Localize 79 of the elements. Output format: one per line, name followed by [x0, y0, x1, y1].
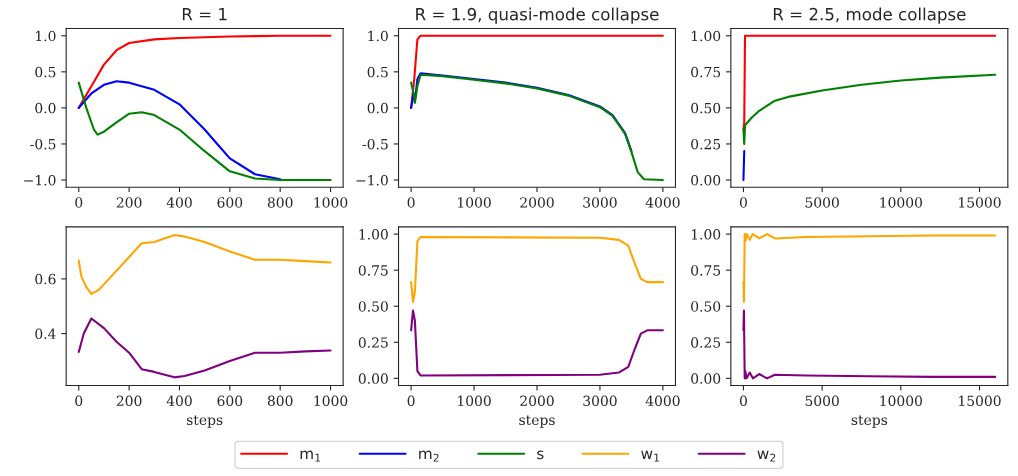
x-tick-label: 15000 — [959, 197, 1001, 208]
line-series — [410, 309, 664, 377]
y-tick-label: 0.6 — [35, 273, 56, 285]
x-tick-label: 0 — [407, 197, 415, 208]
y-tick-label: 0.00 — [691, 174, 721, 186]
x-tick-label: 1000 — [314, 197, 348, 208]
legend-label: m$_{1}$ — [300, 450, 321, 462]
y-tick-label: 0.4 — [35, 328, 56, 340]
x-tick-label: 10000 — [880, 197, 922, 208]
x-tick-label: 200 — [116, 197, 142, 208]
line-series — [77, 80, 282, 181]
x-axis-title: steps — [851, 415, 888, 428]
x-tick-label: 2000 — [520, 395, 554, 407]
line-series — [77, 317, 332, 379]
y-tick-label: 0.0 — [35, 102, 56, 114]
y-tick-label: 0.50 — [358, 301, 388, 312]
x-tick-label: 400 — [166, 197, 192, 208]
y-tick-label: 0.00 — [691, 373, 721, 384]
line-series — [742, 309, 997, 380]
line-series — [410, 235, 664, 303]
x-tick-label: 4000 — [645, 395, 680, 407]
line-series — [742, 73, 997, 145]
chart-title: R = 1 — [182, 8, 227, 21]
x-tick-label: 3000 — [583, 395, 617, 407]
x-axis-title: steps — [186, 415, 223, 428]
line-series — [410, 73, 664, 182]
x-tick-label: 5000 — [805, 395, 839, 407]
x-tick-label: 600 — [217, 395, 243, 407]
y-tick-label: 1.00 — [691, 229, 721, 240]
x-tick-label: 5000 — [805, 197, 839, 208]
x-tick-label: 2000 — [520, 197, 554, 208]
x-tick-label: 800 — [267, 197, 293, 208]
x-tick-label: 4000 — [645, 197, 680, 208]
x-tick-label: 1000 — [314, 395, 348, 407]
x-tick-label: 1000 — [458, 395, 491, 407]
y-tick-label: 0.25 — [358, 337, 388, 348]
x-tick-label: 200 — [116, 395, 142, 407]
x-tick-label: 15000 — [959, 395, 1001, 407]
legend-label: m$_{2}$ — [419, 450, 439, 462]
x-tick-label: 0 — [407, 395, 415, 407]
y-tick-label: -0.5 — [362, 138, 388, 150]
y-tick-label: 0.25 — [691, 138, 721, 150]
x-tick-label: 0 — [75, 197, 83, 208]
y-tick-label: 1.00 — [691, 30, 721, 42]
y-tick-label: -0.5 — [30, 138, 56, 150]
y-tick-label: 0.75 — [358, 265, 388, 276]
x-tick-label: 0 — [75, 395, 83, 407]
y-tick-label: 0.50 — [691, 301, 721, 312]
legend-label: s — [537, 450, 544, 460]
y-tick-label: −1.0 — [24, 174, 56, 186]
chart-title: R = 1.9, quasi-mode collapse — [416, 7, 659, 24]
y-tick-label: 0.00 — [358, 373, 388, 384]
x-tick-label: 0 — [739, 197, 747, 208]
x-axis-title: steps — [519, 415, 555, 428]
chart-title: R = 2.5, mode collapse — [773, 7, 966, 24]
x-tick-label: 600 — [217, 197, 243, 208]
y-tick-label: −1.0 — [356, 174, 388, 186]
line-series — [742, 233, 997, 303]
legend-label: w$_{2}$ — [757, 450, 776, 462]
y-tick-label: 1.0 — [36, 30, 56, 42]
y-tick-label: 0.5 — [367, 66, 388, 78]
y-tick-label: 0.75 — [691, 66, 721, 78]
line-series — [77, 34, 332, 109]
x-tick-label: 0 — [739, 395, 747, 407]
y-tick-label: 1.00 — [359, 229, 388, 240]
y-tick-label: 0.50 — [691, 102, 721, 114]
x-tick-label: 400 — [166, 395, 192, 407]
line-series — [77, 234, 332, 295]
x-tick-label: 1000 — [458, 197, 491, 208]
y-tick-label: 0.75 — [691, 265, 721, 276]
x-tick-label: 3000 — [583, 197, 617, 208]
y-tick-label: 0.0 — [367, 102, 388, 114]
x-tick-label: 10000 — [880, 395, 922, 407]
line-series — [77, 81, 332, 182]
y-tick-label: 1.0 — [368, 30, 388, 42]
x-tick-label: 800 — [267, 395, 293, 407]
y-tick-label: 0.25 — [691, 337, 721, 348]
legend-label: w$_{1}$ — [641, 450, 660, 462]
y-tick-label: 0.5 — [35, 66, 56, 78]
